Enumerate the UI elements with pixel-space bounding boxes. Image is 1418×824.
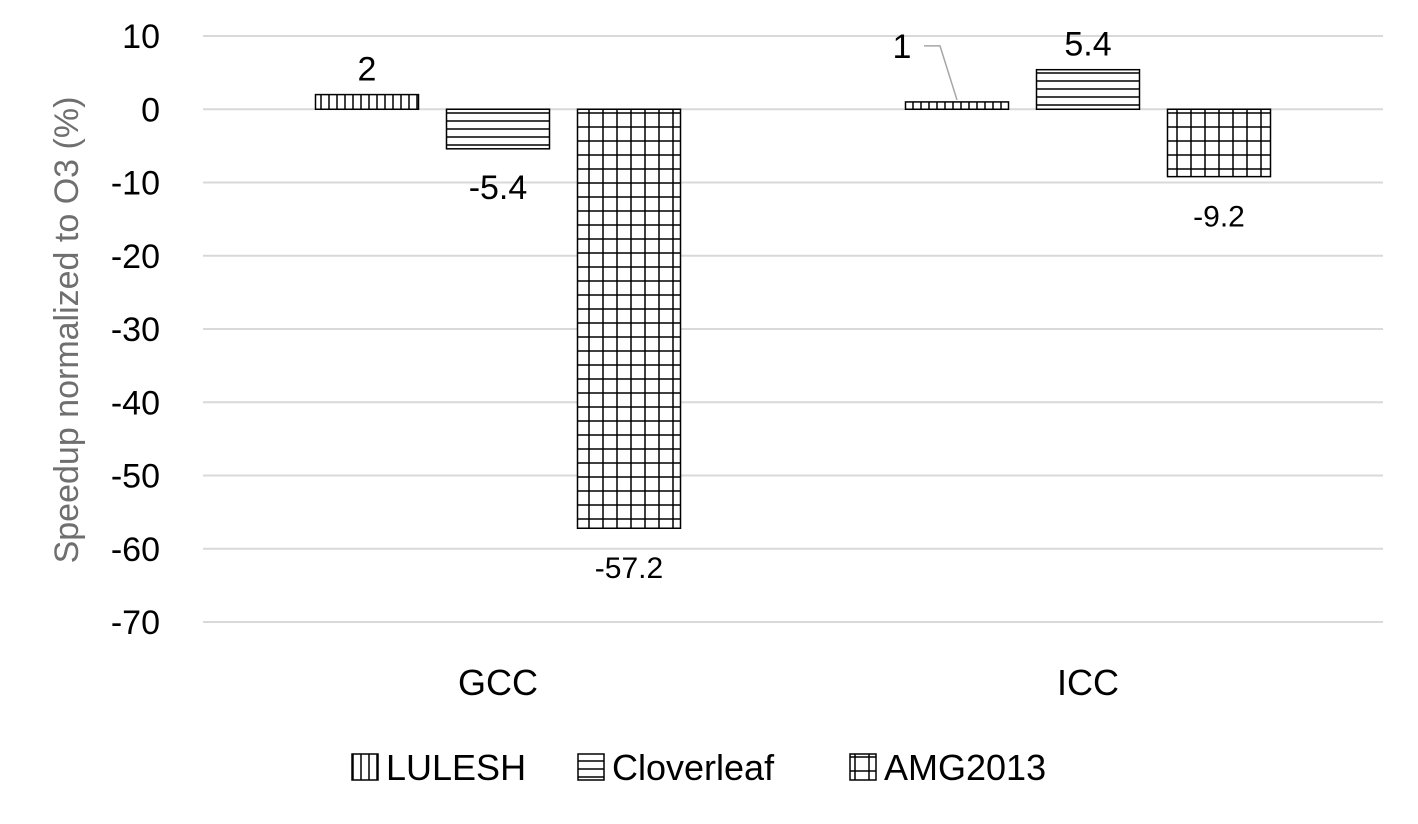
legend-label: AMG2013 bbox=[884, 747, 1046, 788]
y-tick-label: -20 bbox=[111, 238, 160, 276]
bar-amg2013-icc bbox=[1166, 108, 1272, 178]
legend-swatch-cloverleaf bbox=[577, 753, 605, 781]
bar-amg2013-gcc bbox=[576, 108, 682, 529]
bar-lulesh-gcc bbox=[314, 93, 420, 110]
y-tick-label: 0 bbox=[141, 91, 160, 129]
bars bbox=[314, 68, 1272, 529]
data-label: -9.2 bbox=[1193, 201, 1245, 234]
leader-line bbox=[924, 45, 958, 101]
x-category-label: GCC bbox=[458, 662, 538, 703]
data-label: 2 bbox=[358, 51, 377, 89]
bar-lulesh-icc bbox=[904, 101, 1010, 111]
y-tick-label: -50 bbox=[111, 458, 160, 496]
legend-swatch-lulesh bbox=[351, 753, 379, 781]
data-label: 1 bbox=[893, 28, 912, 66]
data-labels: 2 -5.4 -57.2 1 5.4 -9.2 bbox=[358, 26, 1245, 586]
bar-cloverleaf-gcc bbox=[445, 108, 551, 150]
legend: LULESH Cloverleaf AMG2013 bbox=[351, 747, 1046, 788]
y-tick-label: -30 bbox=[111, 311, 160, 349]
y-tick-label: -10 bbox=[111, 165, 160, 203]
y-axis-label: Speedup normalized to O3 (%) bbox=[48, 97, 86, 564]
x-category-label: ICC bbox=[1057, 662, 1119, 703]
y-tick-label: -60 bbox=[111, 531, 160, 569]
legend-label: Cloverleaf bbox=[612, 747, 775, 788]
y-axis-ticks: 10 0 -10 -20 -30 -40 -50 -60 -70 bbox=[111, 18, 160, 642]
y-tick-label: -40 bbox=[111, 384, 160, 422]
legend-swatch-amg2013 bbox=[849, 753, 877, 781]
data-label: -57.2 bbox=[595, 552, 663, 585]
y-tick-label: 10 bbox=[122, 18, 160, 56]
data-label: 5.4 bbox=[1064, 26, 1111, 64]
x-axis-categories: GCC ICC bbox=[458, 662, 1119, 703]
data-label: -5.4 bbox=[469, 169, 528, 207]
bar-cloverleaf-icc bbox=[1035, 68, 1141, 110]
y-tick-label: -70 bbox=[111, 604, 160, 642]
legend-label: LULESH bbox=[386, 747, 526, 788]
